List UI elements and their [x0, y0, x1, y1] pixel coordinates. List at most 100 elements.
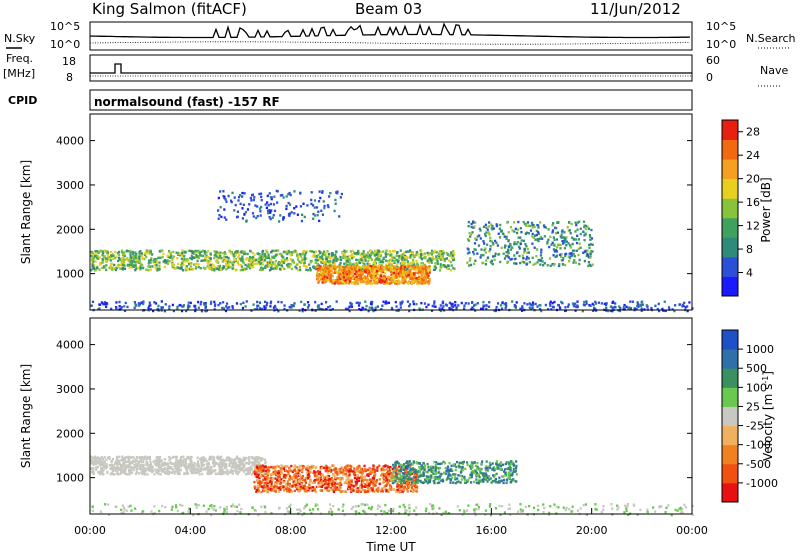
power-cell	[251, 261, 254, 264]
power-cell	[405, 271, 408, 274]
power-cell	[139, 265, 142, 268]
power-cell	[172, 250, 175, 254]
power-cell	[574, 230, 577, 233]
velocity-cell	[128, 473, 131, 476]
velocity-cell	[214, 468, 217, 472]
velocity-cell	[386, 478, 389, 482]
y-tick-label: 1000	[56, 268, 84, 281]
power-cell	[567, 255, 570, 258]
power-cell	[484, 251, 487, 254]
power-cell	[318, 275, 321, 278]
velocity-cell	[243, 463, 246, 466]
power-cell	[115, 255, 118, 258]
velocity-cell	[194, 467, 197, 470]
velocity-cell	[95, 466, 98, 469]
power-cell	[407, 282, 410, 285]
power-cell	[502, 252, 505, 255]
power-cell	[196, 259, 199, 263]
power-cell	[568, 221, 571, 224]
power-cell	[562, 236, 565, 239]
velocity-cell	[312, 481, 316, 485]
power-cell	[260, 268, 263, 272]
power-cell	[349, 254, 353, 257]
power-cell	[433, 251, 436, 254]
power-cell	[420, 301, 423, 305]
power-cell	[503, 303, 506, 306]
power-cell	[334, 202, 337, 205]
power-cell	[341, 281, 344, 285]
velocity-cell	[98, 459, 101, 462]
power-cell	[594, 302, 598, 305]
power-cell	[313, 199, 317, 202]
power-cell	[359, 268, 363, 272]
velocity-cell	[221, 463, 224, 466]
power-cell	[367, 270, 370, 273]
power-cell	[326, 204, 329, 207]
power-cell	[493, 254, 497, 258]
velocity-cell	[369, 470, 373, 474]
power-cell	[490, 240, 493, 243]
power-cell	[547, 228, 550, 231]
velocity-cell	[247, 466, 250, 470]
power-cell	[410, 281, 413, 285]
power-cell	[398, 270, 402, 273]
power-cell	[355, 270, 358, 273]
power-cell	[578, 242, 581, 245]
velocity-cell	[189, 456, 192, 459]
power-cell	[503, 246, 506, 249]
power-cell	[372, 252, 375, 255]
power-cell	[566, 305, 570, 308]
power-cell	[258, 192, 261, 196]
power-cell	[322, 278, 326, 281]
power-cell	[552, 248, 555, 251]
power-cell	[294, 265, 297, 269]
power-cell	[411, 274, 414, 277]
power-cell	[192, 267, 195, 271]
power-cell	[251, 193, 255, 197]
power-cell	[358, 266, 361, 269]
power-cell	[217, 196, 220, 200]
velocity-cell	[96, 465, 99, 469]
power-cell	[114, 250, 117, 254]
velocity-cell	[205, 462, 208, 466]
power-cell	[218, 254, 222, 257]
power-cell	[522, 256, 525, 260]
power-cell	[252, 259, 255, 262]
velocity-cell	[269, 466, 272, 469]
power-cell	[381, 270, 384, 274]
power-cell	[419, 270, 422, 274]
power-cell	[161, 249, 164, 252]
power-cell	[560, 233, 563, 236]
velocity-cell	[392, 488, 396, 491]
power-cell	[401, 275, 404, 278]
power-cell	[559, 243, 562, 247]
power-cell	[176, 307, 179, 310]
power-cell	[385, 267, 388, 271]
power-cell	[367, 279, 370, 283]
power-cell	[523, 261, 526, 264]
power-cell	[513, 254, 516, 257]
velocity-cell	[175, 462, 178, 465]
velocity-cell	[146, 473, 149, 476]
power-cell	[117, 263, 120, 267]
power-cell	[566, 226, 569, 229]
power-cell	[192, 263, 196, 266]
power-cell	[278, 267, 282, 271]
power-cell	[293, 207, 296, 210]
velocity-cell	[308, 466, 311, 470]
power-cell	[125, 258, 128, 261]
velocity-cell	[220, 470, 223, 473]
velocity-cell	[169, 457, 172, 460]
power-cell	[240, 267, 244, 270]
power-cell	[214, 266, 217, 269]
velocity-cell	[248, 460, 251, 463]
power-cell	[114, 256, 117, 260]
power-cell	[227, 194, 230, 198]
velocity-cell	[296, 481, 299, 484]
power-cell	[371, 300, 374, 304]
power-cell	[314, 300, 317, 304]
power-cell	[318, 267, 321, 270]
velocity-cell	[228, 464, 231, 468]
power-cell	[126, 257, 129, 260]
velocity-cell	[132, 459, 135, 463]
